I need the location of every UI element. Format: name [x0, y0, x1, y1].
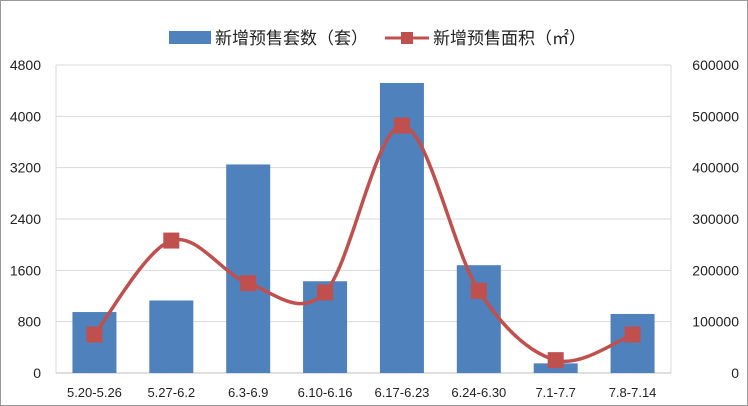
x-tick-label: 5.27-6.2 [147, 385, 195, 400]
legend-swatch-marker [401, 32, 413, 44]
x-tick-label: 6.24-6.30 [451, 385, 506, 400]
line-marker [86, 326, 103, 343]
line-marker [240, 275, 257, 292]
left-y-tick-label: 4800 [10, 57, 41, 73]
bar [226, 164, 271, 373]
right-y-tick-label: 500000 [692, 108, 739, 124]
line-marker [163, 232, 180, 249]
legend-label-bar: 新增预售套数（套） [215, 29, 368, 49]
line-marker [393, 117, 410, 134]
left-y-tick-label: 2400 [10, 211, 41, 227]
bar [149, 300, 194, 373]
left-y-tick-label: 4000 [10, 108, 41, 124]
x-tick-label: 7.1-7.7 [535, 385, 575, 400]
x-tick-label: 6.10-6.16 [298, 385, 353, 400]
left-y-axis: 0 800 1600 2400 3200 4000 4800 [10, 57, 41, 381]
left-y-tick-label: 1600 [10, 262, 41, 278]
bar-series [72, 82, 655, 373]
legend-label-line: 新增预售面积（㎡） [433, 29, 586, 49]
x-tick-label: 5.20-5.26 [67, 385, 122, 400]
left-y-tick-label: 3200 [10, 160, 41, 176]
legend: 新增预售套数（套） 新增预售面积（㎡） [169, 29, 586, 49]
gridlines [55, 64, 672, 374]
x-tick-label: 6.17-6.23 [374, 385, 429, 400]
left-y-tick-label: 800 [18, 314, 42, 330]
left-y-tick-label: 0 [33, 365, 41, 381]
line-marker [470, 282, 487, 299]
bar [456, 265, 501, 373]
legend-swatch-bar [169, 31, 211, 44]
right-y-tick-label: 600000 [692, 57, 739, 73]
x-tick-label: 7.8-7.14 [609, 385, 657, 400]
line-marker [317, 284, 334, 301]
x-tick-label: 6.3-6.9 [228, 385, 268, 400]
bar [72, 312, 117, 373]
right-y-tick-label: 400000 [692, 160, 739, 176]
line-path [93, 123, 634, 364]
right-y-tick-label: 100000 [692, 314, 739, 330]
right-y-axis: 0 100000 200000 300000 400000 500000 600000 [692, 57, 739, 381]
bar [533, 363, 578, 373]
x-axis: 5.20-5.26 5.27-6.2 6.3-6.9 6.10-6.16 6.17-6.… [67, 385, 656, 400]
line-marker [624, 326, 641, 343]
right-y-tick-label: 300000 [692, 211, 739, 227]
right-y-tick-label: 200000 [692, 262, 739, 278]
line-marker [547, 352, 564, 369]
right-y-tick-label: 0 [731, 365, 739, 381]
line-series [86, 117, 641, 369]
